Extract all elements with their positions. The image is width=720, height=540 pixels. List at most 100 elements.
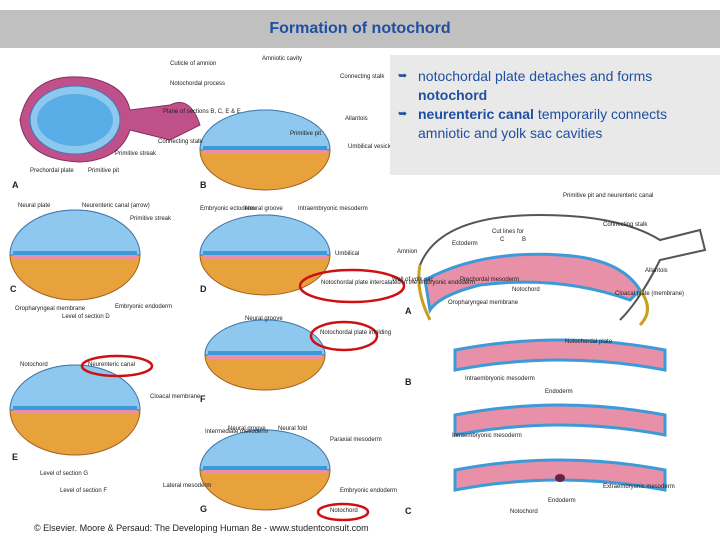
figure-label: Embryonic endoderm — [340, 488, 397, 494]
panel-letter: A — [405, 306, 412, 316]
figure-label: Cuticle of amnion — [170, 61, 216, 67]
figure-label: Intraembryonic mesoderm — [452, 433, 522, 439]
figure-label: Oropharyngeal membrane — [15, 306, 86, 312]
figure-label: Primitive streak — [130, 216, 172, 222]
figure-label: Connecting stalk — [158, 139, 203, 145]
panel-letter: B — [405, 377, 412, 387]
figure-label: Notochordal plate — [565, 339, 613, 345]
amniotic-cavity — [204, 319, 326, 356]
section-c — [453, 403, 667, 437]
figure-label: Neurenteric canal (arrow) — [82, 203, 150, 209]
mesoderm — [203, 255, 327, 259]
panel-letter: A — [12, 180, 19, 190]
ectoderm — [208, 351, 322, 355]
amniotic-cavity — [9, 364, 141, 411]
figure-label: Level of section G — [40, 471, 88, 477]
footer: © Elsevier. Moore & Persaud: The Develop… — [34, 523, 369, 533]
title-bar: Formation of notochord — [0, 10, 720, 48]
ectoderm — [13, 251, 137, 255]
amniotic-cavity — [199, 429, 331, 471]
figure-label: Plane of sections B, C, E & E — [163, 109, 241, 115]
ectoderm — [203, 251, 327, 255]
sagittal-embryo — [423, 252, 642, 314]
figure-label: Allantois — [645, 268, 668, 274]
yolk-wall — [417, 264, 649, 327]
bullet-text: temporarily connects amniotic and yolk s… — [418, 106, 667, 141]
figure-label: C — [500, 237, 505, 243]
figure-label: Connecting stalk — [603, 222, 648, 228]
figure-label: Notochord — [512, 287, 540, 293]
amniotic-cavity — [9, 209, 141, 256]
ectoderm — [203, 466, 327, 470]
figure-label: Connecting stalk — [340, 74, 385, 80]
title: Formation of notochord — [269, 20, 451, 37]
amniotic-cavity — [199, 214, 331, 256]
amniotic-cavity — [199, 109, 331, 151]
figure-label: Intraembryonic mesoderm — [298, 206, 368, 212]
panel-letter: B — [200, 180, 207, 190]
embryonic-disc — [37, 94, 113, 146]
figure-label: Notochord — [20, 362, 48, 368]
highlight-circle — [298, 268, 406, 304]
figure-label: Endoderm — [548, 498, 576, 504]
notochord-section — [555, 474, 565, 482]
figure-label: Allantois — [345, 116, 368, 122]
figure-label: Ectoderm — [452, 241, 478, 247]
ectoderm — [203, 146, 327, 150]
figure-label: Cloacal membrane — [150, 394, 201, 400]
mesoderm — [13, 255, 137, 259]
figure-label: Notochordal process — [170, 81, 225, 87]
figure-label: Level of section F — [60, 488, 107, 494]
figure-label: Lateral mesoderm — [163, 483, 211, 489]
figure-label: Notochordal plate intercalated in the em… — [321, 280, 475, 286]
figure-label: Neural groove — [245, 316, 283, 322]
mesoderm — [13, 410, 137, 414]
figure-label: Primitive streak — [115, 151, 157, 157]
bullet: ➥ neurenteric canal temporarily connects … — [398, 106, 667, 141]
section-b — [453, 338, 667, 372]
figure-label: Wall of yolk sac — [392, 277, 433, 283]
figure-label: Embryonic endoderm — [115, 304, 172, 310]
figure-label: Prechordal mesoderm — [460, 277, 519, 283]
figure-label: Cut lines for — [492, 229, 524, 235]
figure-label: Umbilical vesicle — [348, 144, 393, 150]
figure-label: Intraembryonic mesoderm — [465, 376, 535, 382]
figure-label: Umbilical — [335, 251, 359, 257]
figure-label: Neural fold — [278, 426, 307, 432]
figure-label: Neural plate — [18, 203, 51, 209]
mesoderm — [208, 355, 322, 359]
figure-label: Notochord — [330, 508, 358, 514]
figure-label: Neural groove — [228, 426, 266, 432]
bullet: ➥ notochordal plate detaches and forms no… — [398, 68, 653, 103]
bullet-box: ➥ notochordal plate detaches and forms no… — [390, 55, 720, 175]
panel-letter: D — [200, 284, 207, 294]
figure-label: Primitive pit — [290, 131, 321, 137]
bullet-term: notochord — [418, 87, 488, 103]
bullet-term: neurenteric canal — [418, 106, 534, 122]
figure-label: Intermediate mesoderm — [205, 429, 268, 435]
panel-letter: F — [200, 394, 206, 404]
figure-label: Notochord — [510, 509, 538, 515]
figure-label: Level of section D — [62, 314, 110, 320]
highlight-circle — [80, 354, 154, 378]
highlight-circle — [309, 320, 379, 352]
panel-letter: C — [10, 284, 17, 294]
figure-label: Endoderm — [545, 389, 573, 395]
mesoderm — [203, 470, 327, 474]
ectoderm — [13, 406, 137, 410]
panel-letter: E — [12, 452, 18, 462]
figure-label: Prechordal plate — [30, 168, 74, 174]
figure-label: Extraembryonic mesoderm — [603, 484, 675, 490]
figure-label: B — [522, 237, 526, 243]
bullet-text: notochordal plate detaches and forms — [418, 68, 653, 84]
figure-label: Primitive pit and neurenteric canal — [563, 193, 653, 199]
figure-label: Amnion — [397, 249, 417, 255]
figure-label: Oropharyngeal membrane — [448, 300, 519, 306]
sagittal-amnion — [419, 213, 707, 321]
figure-label: Cloacal plate (membrane) — [615, 291, 684, 297]
figure-label: Paraxial mesoderm — [330, 437, 382, 443]
figure-label: Embryonic ectoderm — [200, 206, 255, 212]
figure-label: Neurenteric canal — [88, 362, 135, 368]
